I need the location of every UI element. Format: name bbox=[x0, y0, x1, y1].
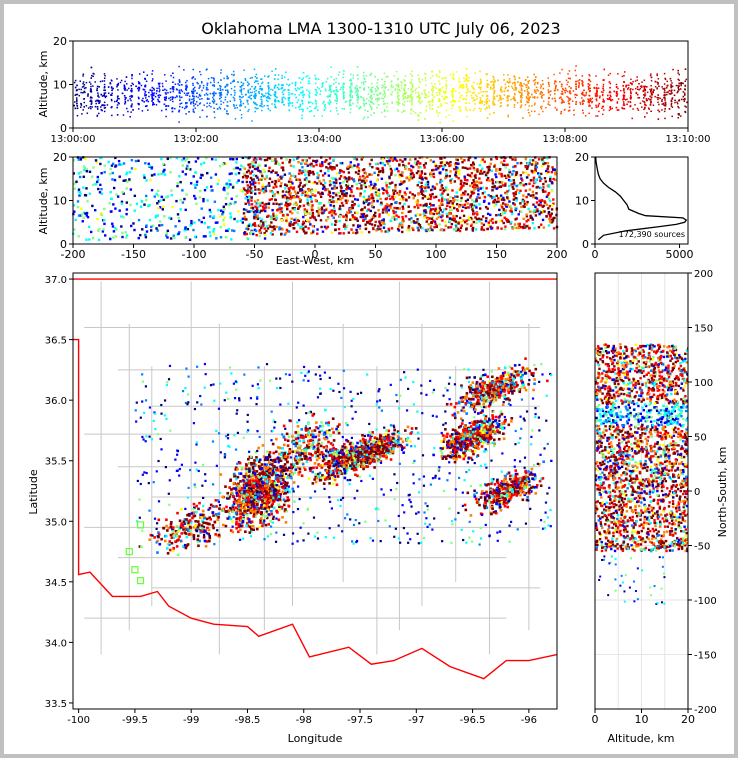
time-height-ylabel: Altitude, km bbox=[37, 50, 50, 117]
longitude-label: Longitude bbox=[288, 732, 343, 745]
altitude-histogram-panel: 172,390 sources 0 5000 0 10 20 bbox=[575, 151, 694, 261]
x-tick-label: -98.5 bbox=[235, 715, 261, 726]
ew-altitude-sources bbox=[72, 156, 559, 242]
ew-altitude-xlabel: East-West, km bbox=[276, 254, 354, 267]
y-tick-label: 33.5 bbox=[45, 699, 67, 710]
y-tick-label: 20 bbox=[575, 151, 589, 164]
lma-figure: Oklahoma LMA 1300-1310 UTC July 06, 2023… bbox=[27, 19, 730, 745]
time-height-axes: 13:00:00 13:02:00 13:04:00 13:06:00 13:08:00… bbox=[51, 35, 711, 145]
ns-altitude-xlabel: Altitude, km bbox=[607, 732, 674, 745]
ns-altitude-ylabel: North-South, km bbox=[716, 447, 729, 538]
x-tick-label: -97.5 bbox=[347, 715, 373, 726]
y-tick-label: 10 bbox=[53, 195, 67, 208]
ew-altitude-axes: -200 -150 -100 -50 0 50 100 150 200 0 10 20 bbox=[53, 151, 568, 261]
x-tick-label: 100 bbox=[426, 248, 447, 261]
latitude-label: Latitude bbox=[27, 469, 40, 515]
time-height-sources bbox=[73, 65, 688, 124]
figure-canvas: Oklahoma LMA 1300-1310 UTC July 06, 2023… bbox=[4, 4, 734, 754]
time-height-panel: 13:00:00 13:02:00 13:04:00 13:06:00 13:08:00… bbox=[37, 35, 710, 145]
x-tick-label: 10 bbox=[635, 713, 649, 726]
y-tick-label: 10 bbox=[575, 195, 589, 208]
y-tick-label: 200 bbox=[694, 269, 713, 280]
y-tick-label: 0 bbox=[582, 238, 589, 251]
x-tick-label: -98 bbox=[296, 715, 312, 726]
plan-view-axes: -100 -99.5 -99 -98.5 -98 -97.5 -97 -96.5 -96 33.5… bbox=[45, 275, 537, 726]
x-tick-label: 0 bbox=[592, 713, 599, 726]
x-tick-label: 13:02:00 bbox=[174, 134, 219, 145]
ew-altitude-ylabel: Altitude, km bbox=[37, 167, 50, 234]
x-tick-label: -99 bbox=[183, 715, 199, 726]
y-tick-label: 50 bbox=[694, 433, 707, 444]
x-tick-label: 0 bbox=[312, 248, 319, 261]
y-tick-label: 100 bbox=[694, 378, 713, 389]
x-tick-label: -200 bbox=[61, 248, 86, 261]
lma-station-marker bbox=[136, 521, 145, 529]
y-tick-label: 37.0 bbox=[45, 275, 67, 286]
source-count-label: 172,390 sources bbox=[619, 230, 685, 239]
x-tick-label: 50 bbox=[369, 248, 383, 261]
y-tick-label: -150 bbox=[694, 651, 717, 662]
ns-altitude-axes: 0 10 20-200 -150 -100 -50 0 50 100 150 200 bbox=[592, 269, 717, 726]
lma-station-marker bbox=[125, 547, 133, 556]
x-tick-label: 20 bbox=[681, 713, 695, 726]
ew-altitude-panel: -200 -150 -100 -50 0 50 100 150 200 0 10 20 East-We… bbox=[37, 151, 568, 267]
y-tick-label: 35.5 bbox=[45, 457, 67, 468]
x-tick-label: -97 bbox=[408, 715, 424, 726]
oklahoma-state-border bbox=[73, 278, 557, 680]
y-tick-label: -50 bbox=[694, 542, 710, 553]
x-tick-label: 0 bbox=[592, 248, 599, 261]
x-tick-label: -96 bbox=[521, 715, 537, 726]
plan-view-panel: -100 -99.5 -99 -98.5 -98 -97.5 -97 -96.5 -96 33.5… bbox=[27, 272, 558, 745]
y-tick-label: 20 bbox=[53, 151, 67, 164]
y-tick-label: -100 bbox=[694, 596, 717, 607]
x-tick-label: 13:08:00 bbox=[543, 134, 588, 145]
x-tick-label: 13:06:00 bbox=[420, 134, 465, 145]
x-tick-label: 13:00:00 bbox=[51, 134, 96, 145]
x-tick-label: -50 bbox=[246, 248, 264, 261]
y-tick-label: 34.5 bbox=[45, 578, 67, 589]
y-tick-label: 0 bbox=[694, 487, 700, 498]
x-tick-label: 13:04:00 bbox=[297, 134, 342, 145]
x-tick-label: 13:10:00 bbox=[666, 134, 711, 145]
x-tick-label: -150 bbox=[121, 248, 146, 261]
y-tick-label: 0 bbox=[60, 238, 67, 251]
y-tick-label: 20 bbox=[53, 35, 67, 48]
altitude-profile-line bbox=[595, 156, 688, 241]
lma-station-marker bbox=[136, 577, 145, 585]
x-tick-label: -99.5 bbox=[122, 715, 148, 726]
y-tick-label: 10 bbox=[53, 79, 67, 92]
plan-view-frame bbox=[72, 272, 558, 710]
lma-stations bbox=[125, 521, 145, 585]
y-tick-label: 36.0 bbox=[45, 396, 67, 407]
plan-view-sources bbox=[134, 357, 553, 557]
ns-altitude-panel: 0 10 20-200 -150 -100 -50 0 50 100 150 200 Altitud… bbox=[592, 269, 730, 745]
figure-title: Oklahoma LMA 1300-1310 UTC July 06, 2023 bbox=[201, 19, 560, 38]
x-tick-label: 5000 bbox=[666, 248, 694, 261]
y-tick-label: 34.0 bbox=[45, 638, 67, 649]
x-tick-label: -100 bbox=[67, 715, 90, 726]
y-tick-label: 150 bbox=[694, 324, 713, 335]
x-tick-label: -96.5 bbox=[460, 715, 486, 726]
y-tick-label: -200 bbox=[694, 705, 717, 716]
y-tick-label: 0 bbox=[60, 122, 67, 135]
y-tick-label: 36.5 bbox=[45, 336, 67, 347]
x-tick-label: 200 bbox=[547, 248, 568, 261]
time-height-frame bbox=[72, 40, 689, 129]
ns-altitude-sources bbox=[595, 343, 688, 605]
lma-station-marker bbox=[131, 566, 139, 574]
x-tick-label: -100 bbox=[182, 248, 207, 261]
y-tick-label: 35.0 bbox=[45, 517, 67, 528]
x-tick-label: 150 bbox=[486, 248, 507, 261]
histogram-axes: 0 5000 0 10 20 bbox=[575, 151, 694, 261]
